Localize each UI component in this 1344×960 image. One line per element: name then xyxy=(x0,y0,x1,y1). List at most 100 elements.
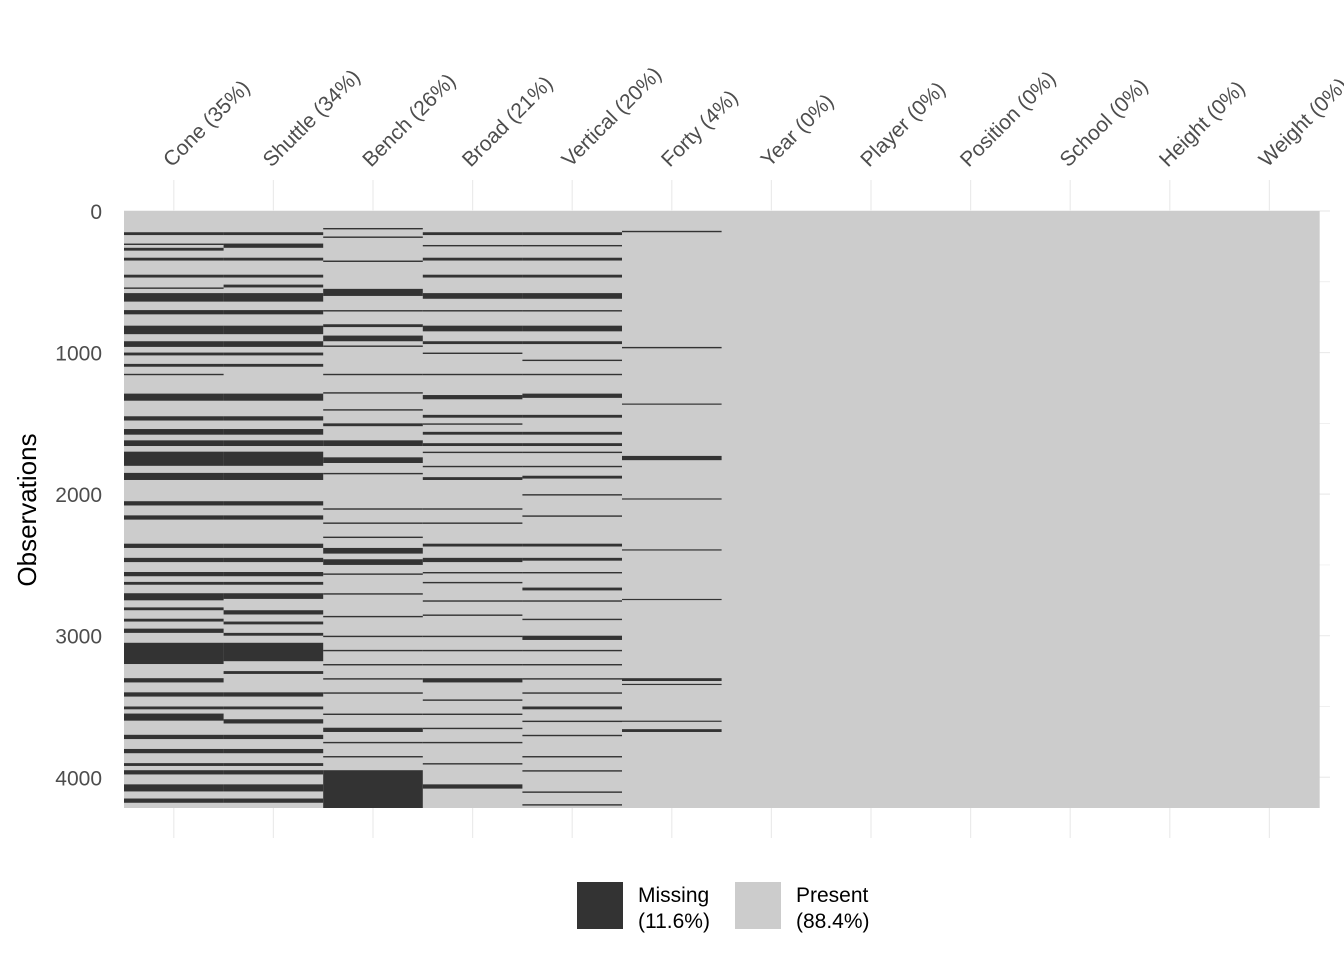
missing-band-shuttle xyxy=(223,310,324,315)
missing-band-shuttle xyxy=(223,706,324,710)
missing-band-broad xyxy=(422,727,523,730)
missing-band-vertical xyxy=(522,232,623,236)
column-label-shuttle: Shuttle (34%) xyxy=(259,65,365,171)
missing-band-broad xyxy=(422,310,523,312)
legend-pct-label: (88.4%) xyxy=(796,910,870,933)
missing-band-forty xyxy=(622,720,723,722)
missing-band-cone xyxy=(124,243,225,245)
missing-band-vertical xyxy=(522,791,623,793)
missing-band-shuttle xyxy=(223,798,324,803)
missing-band-cone xyxy=(124,287,225,289)
missing-band-bench xyxy=(323,635,424,638)
missing-band-cone xyxy=(124,572,225,577)
missing-band-shuttle xyxy=(223,274,324,278)
missing-band-vertical xyxy=(522,756,623,758)
missing-band-shuttle xyxy=(223,692,324,697)
missing-band-shuttle xyxy=(223,770,324,775)
missing-band-shuttle xyxy=(223,243,324,248)
missing-band-cone xyxy=(124,501,225,506)
missing-band-broad xyxy=(422,257,523,261)
missing-band-vertical xyxy=(522,649,623,652)
missing-band-bench xyxy=(323,536,424,539)
missing-band-broad xyxy=(422,713,523,715)
present-tile-forty xyxy=(622,211,723,808)
missing-band-broad xyxy=(422,352,523,354)
legend-item-present: Present (88.4%) xyxy=(735,882,870,933)
missing-band-vertical xyxy=(522,274,623,278)
missing-band-bench xyxy=(323,559,424,565)
legend-label: Missing xyxy=(638,884,709,907)
missing-band-shuttle xyxy=(223,472,324,480)
missing-band-bench xyxy=(323,615,424,618)
missing-band-cone xyxy=(124,581,225,585)
missing-band-vertical xyxy=(522,359,623,362)
missing-band-broad xyxy=(422,557,523,563)
missing-band-forty xyxy=(622,683,723,686)
missing-band-vertical xyxy=(522,475,623,479)
missing-band-shuttle xyxy=(223,581,324,585)
missing-band-cone xyxy=(124,393,225,401)
missing-band-cone xyxy=(124,293,225,302)
missing-band-vertical xyxy=(522,600,623,602)
y-tick-label: 4000 xyxy=(55,767,102,790)
missing-band-bench xyxy=(323,664,424,666)
missing-band-shuttle xyxy=(223,621,324,625)
column-label-year: Year (0%) xyxy=(757,90,839,172)
missing-band-vertical xyxy=(522,465,623,468)
missing-band-cone xyxy=(124,618,225,622)
missing-band-shuttle xyxy=(223,429,324,435)
missing-band-vertical xyxy=(522,618,623,621)
missing-band-bench xyxy=(323,649,424,652)
missing-band-vertical xyxy=(522,587,623,591)
missing-band-vertical xyxy=(522,244,623,247)
missing-band-broad xyxy=(422,664,523,666)
missing-band-vertical xyxy=(522,310,623,312)
missing-band-shuttle xyxy=(223,557,324,563)
missing-band-bench xyxy=(323,409,424,411)
missing-band-broad xyxy=(422,293,523,299)
missing-band-broad xyxy=(422,395,523,400)
missing-band-cone xyxy=(124,607,225,611)
missing-band-vertical xyxy=(522,804,623,806)
y-tick-label: 3000 xyxy=(55,626,102,649)
present-tile-player xyxy=(821,211,922,808)
column-label-bench: Bench (26%) xyxy=(358,69,460,171)
missing-band-bench xyxy=(323,440,424,447)
legend-swatch-present xyxy=(735,882,781,929)
missing-band-cone xyxy=(124,247,225,251)
legend: Missing (11.6%) Present (88.4%) xyxy=(577,882,870,933)
missing-band-bench xyxy=(323,508,424,510)
missing-band-shuttle xyxy=(223,543,324,548)
missing-band-shuttle xyxy=(223,257,324,261)
missing-band-broad xyxy=(422,443,523,447)
missing-band-shuttle xyxy=(223,325,324,335)
missing-band-broad xyxy=(422,423,523,425)
missing-band-vertical xyxy=(522,293,623,299)
missing-band-bench xyxy=(323,573,424,575)
missing-band-vertical xyxy=(522,431,623,435)
column-label-broad: Broad (21%) xyxy=(458,72,558,172)
missing-band-bench xyxy=(323,227,424,230)
missing-band-vertical xyxy=(522,678,623,680)
missing-band-bench xyxy=(323,457,424,463)
present-tile-position xyxy=(920,211,1021,808)
missing-band-broad xyxy=(422,543,523,547)
missing-band-forty xyxy=(622,230,723,233)
missing-band-cone xyxy=(124,515,225,520)
missing-band-shuttle xyxy=(223,632,324,636)
missing-band-bench xyxy=(323,335,424,342)
missing-band-broad xyxy=(422,572,523,574)
missing-band-cone xyxy=(124,440,225,447)
missing-band-broad xyxy=(422,325,523,332)
missing-band-cone xyxy=(124,692,225,697)
y-axis-title: Observations xyxy=(12,433,42,586)
missing-band-shuttle xyxy=(223,232,324,236)
missing-band-vertical xyxy=(522,543,623,547)
missing-band-vertical xyxy=(522,451,623,454)
missing-band-cone xyxy=(124,257,225,261)
column-label-forty: Forty (4%) xyxy=(657,86,743,172)
missing-band-bench xyxy=(323,392,424,394)
missing-band-broad xyxy=(422,244,523,247)
missing-band-bench xyxy=(323,727,424,732)
missing-band-cone xyxy=(124,310,225,315)
